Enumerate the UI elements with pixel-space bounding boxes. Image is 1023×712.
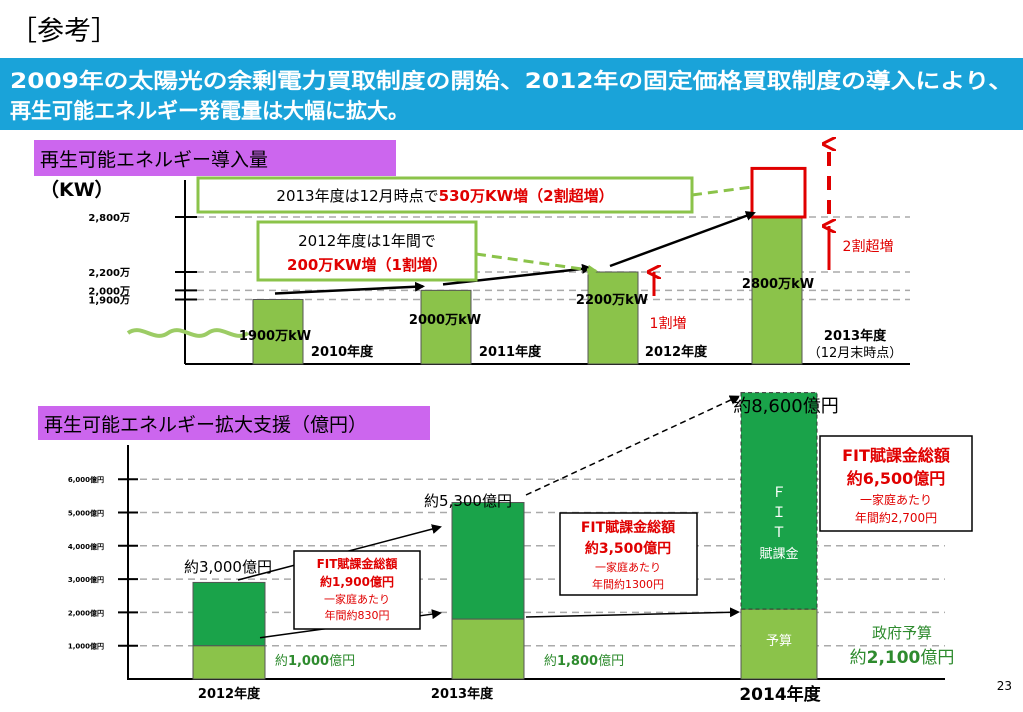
callout-2012 (256, 220, 478, 282)
fit-box-2012-title: FIT賦課金総額 (317, 556, 398, 571)
support-budget-bar (740, 608, 818, 680)
budget-title-2014: 政府予算 (872, 624, 932, 642)
fit-box-2014-sub1: 一家庭あたり (860, 492, 932, 507)
support-bars (192, 392, 818, 680)
support-tick-label: 3,000億円 (68, 575, 104, 584)
fit-box-2012-amount: 約1,900億円 (320, 574, 394, 589)
fit-box-2012-sub1: 一家庭あたり (324, 592, 390, 606)
axis-break-wave (126, 328, 250, 338)
capacity-growth-arrow (442, 263, 592, 286)
total-label-2012: 約3,000億円 (184, 558, 272, 576)
fit-box-2013-amount: 約3,500億円 (585, 540, 671, 557)
budget-label-2013: 約1,800億円 (544, 653, 624, 669)
fit-box-2012-sub2: 年間約830円 (325, 608, 390, 622)
capacity-projected-bar (750, 166, 807, 219)
support-tick-label: 1,000億円 (68, 642, 104, 651)
fit-box-2014-title: FIT賦課金総額 (842, 446, 950, 465)
support-tick-label: 6,000億円 (68, 475, 104, 484)
category-2011: 2011年度 (479, 344, 542, 360)
support-y-ticks: 1,000億円 2,000億円 3,000億円 4,000億円 5,000億円 6,000… (68, 475, 138, 651)
category-2013-support: 2013年度 (431, 686, 494, 702)
capacity-tick-label: 2,000万 (88, 285, 130, 297)
fit-box-2012 (293, 550, 421, 630)
summary-banner (0, 58, 1023, 130)
support-tick-label: 4,000億円 (68, 542, 104, 551)
category-2010: 2010年度 (311, 344, 374, 360)
support-tick-label: 2,000億円 (68, 608, 104, 617)
capacity-section-label (34, 140, 396, 176)
capacity-tick-label: 1,900万 (88, 295, 130, 307)
capacity-growth-arrow (274, 281, 425, 295)
support-fit-bar (192, 581, 266, 647)
category-2014-support: 2014年度 (739, 684, 821, 705)
fit-bar-label: ＦＩＴ (772, 485, 786, 541)
support-section-label (38, 406, 430, 440)
support-budget-bar (451, 618, 525, 680)
support-growth-arrow (525, 607, 740, 618)
support-fit-bar (740, 392, 818, 610)
callout-2013-leader (691, 185, 753, 197)
fit-box-2014-amount: 約6,500億円 (847, 469, 946, 488)
support-budget-bar (192, 645, 266, 680)
fit-box-2013-sub2: 年間約1300円 (592, 577, 664, 591)
capacity-bar (587, 271, 639, 365)
support-chart: 再生可能エネルギー拡大支援（億円） 1,000億円 2,000億円 3,000億円 4… (38, 392, 973, 705)
callout-2012-leader (475, 252, 598, 275)
budget-label-2014: 約2,100億円 (850, 648, 955, 668)
capacity-unit: （KW） (40, 178, 114, 201)
callout-2012-line1: 2012年度は1年間で (298, 232, 436, 250)
fit-box-2013-title: FIT賦課金総額 (581, 519, 675, 536)
fit-box-2013-sub1: 一家庭あたり (595, 560, 661, 574)
value-label-2012: 2200万kW (576, 293, 648, 308)
fit-box-2014-sub2: 年間約2,700円 (855, 510, 937, 525)
banner-line-2: 再生可能エネルギー発電量は大幅に拡大。 (10, 99, 409, 123)
category-2012: 2012年度 (645, 344, 708, 360)
page-number: 23 (997, 679, 1012, 693)
total-label-2014: 約8,600億円 (733, 396, 839, 417)
support-fit-bar (451, 502, 525, 620)
increase-label-20pct: 2割超増 (843, 238, 894, 255)
category-2013-note: （12月末時点） (808, 346, 903, 361)
callout-2012-line2: 200万KW増（1割増） (287, 256, 447, 274)
fit-box-2013 (559, 512, 698, 596)
callout-2013-text: 2013年度は12月時点で530万KW増（2割超増） (276, 187, 613, 205)
capacity-bar (751, 216, 803, 365)
fit-bar-label-kanji: 賦課金 (759, 546, 798, 562)
capacity-bar (252, 299, 304, 365)
capacity-bars (252, 166, 807, 365)
support-title: 再生可能エネルギー拡大支援（億円） (44, 414, 367, 436)
fit-box-2014 (819, 435, 973, 532)
support-growth-arrow (525, 395, 740, 496)
total-label-2013: 約5,300億円 (424, 492, 512, 510)
capacity-growth-arrow (609, 211, 756, 268)
value-label-2011: 2000万kW (409, 313, 481, 328)
value-label-2010: 1900万kW (239, 329, 311, 344)
capacity-title: 再生可能エネルギー導入量 (40, 149, 268, 171)
capacity-tick-label: 2,200万 (88, 267, 130, 279)
increase-label-10pct: 1割増 (650, 315, 687, 332)
banner-line-1: 2009年の太陽光の余剰電力買取制度の開始、2012年の固定価格買取制度の導入に… (10, 69, 1013, 93)
budget-label-2012: 約1,000億円 (275, 653, 355, 669)
category-2012-support: 2012年度 (198, 686, 261, 702)
capacity-bar (420, 289, 472, 365)
category-2013: 2013年度 (824, 328, 887, 344)
support-tick-label: 5,000億円 (68, 509, 104, 518)
reference-tag: ［参考］ (10, 16, 118, 47)
capacity-tick-label: 2,800万 (88, 212, 130, 224)
capacity-growth-arrows (274, 211, 756, 295)
budget-bar-label: 予算 (766, 634, 792, 649)
value-label-2013: 2800万kW (742, 277, 814, 292)
